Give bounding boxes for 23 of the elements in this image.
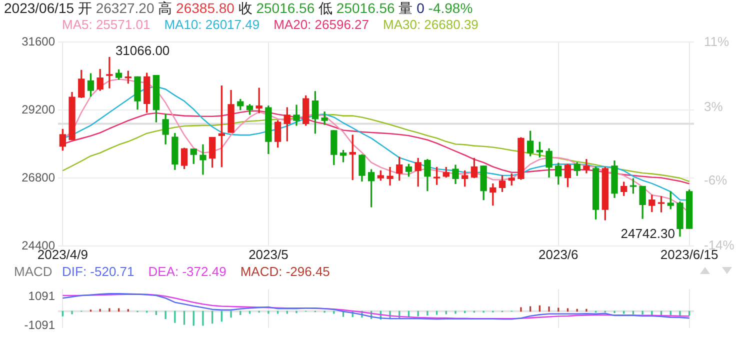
text: MA10: 26017.49 [164, 16, 260, 32]
series-label: DIF: -520.71 [62, 264, 134, 278]
chart-title: MACD [13, 264, 54, 278]
x-tick-label: 2023/6 [538, 247, 578, 262]
text: MA30: 26680.39 [383, 16, 478, 32]
y-tick-label: -1091 [24, 318, 56, 332]
y-tick-label: 29200 [22, 102, 56, 116]
y2-tick-label: -6% [704, 172, 728, 188]
y-tick-label: 31600 [22, 34, 56, 49]
y2-tick-label: 11% [704, 34, 730, 49]
candlestick [658, 196, 665, 212]
y-tick-label: 26800 [22, 170, 56, 184]
x-tick-label: 2023/5 [248, 247, 288, 262]
chart-title: 2023/06/15 开 26327.20 高 26385.80 收 25016.56 低 25016.56 量 0 -4.98% [4, 0, 473, 16]
y-tick-label: 1091 [28, 289, 56, 304]
y2-tick-label: 3% [704, 98, 724, 114]
annotation: 24742.30 [620, 226, 675, 241]
text: MA20: 26596.27 [274, 16, 369, 32]
text: MACD: -296.45 [240, 264, 330, 278]
candlestick [433, 166, 440, 185]
text: MA5: 25571.01 [62, 16, 150, 32]
series-label: DEA: -372.49 [148, 264, 226, 278]
annotation: 31066.00 [115, 42, 170, 58]
